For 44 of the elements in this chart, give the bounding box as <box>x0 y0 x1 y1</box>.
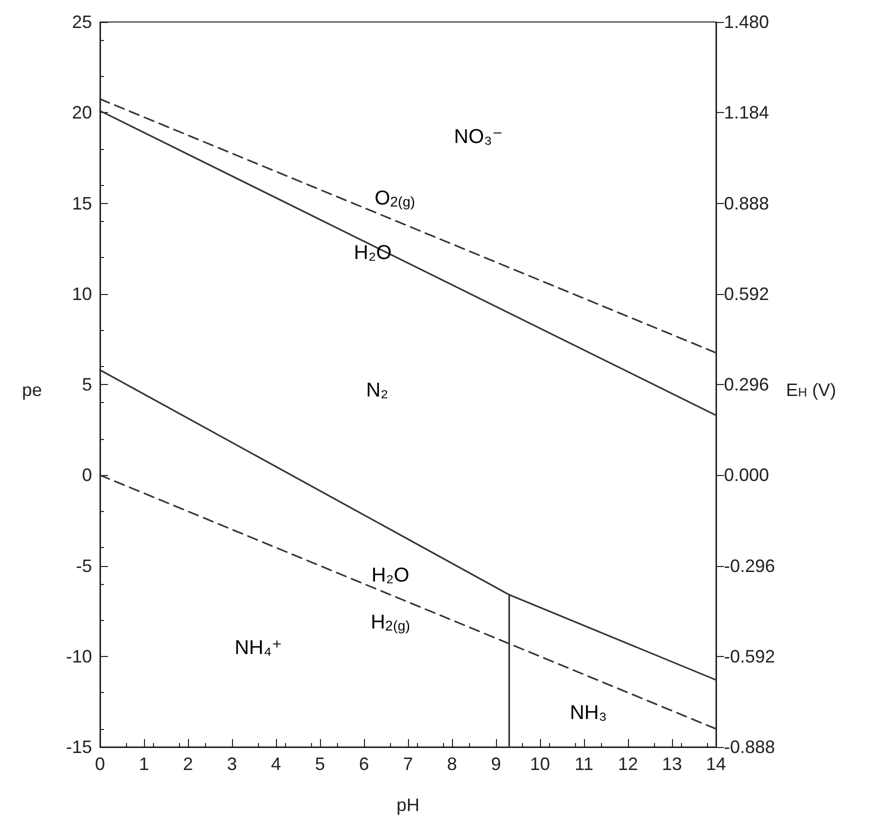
x-tick-label: 11 <box>574 754 594 774</box>
y2-tick-label: 1.184 <box>724 102 770 123</box>
y2-tick-label: -0.592 <box>724 646 776 666</box>
y2-tick-label: -0.888 <box>724 737 776 757</box>
annotation: O2(g) <box>374 187 416 210</box>
x-tick-label: 2 <box>182 754 194 774</box>
annotation: N₂ <box>366 380 388 402</box>
y2-tick-label: 0.592 <box>724 284 770 304</box>
y-tick-label: -5 <box>76 556 92 576</box>
y2-tick-label: 1.480 <box>724 12 770 32</box>
x-tick-label: 5 <box>314 754 326 774</box>
annotation: H₂O <box>372 564 410 586</box>
x-tick-label: 8 <box>446 754 458 774</box>
x-tick-label: 13 <box>662 754 682 774</box>
y2-tick-label: 0.888 <box>724 193 770 214</box>
y2-tick-label: 0.000 <box>724 465 770 486</box>
x-tick-label: 1 <box>138 754 150 774</box>
y-tick-label: 10 <box>72 284 92 304</box>
y-tick-label: 5 <box>82 374 92 394</box>
x-axis-title: pH <box>396 794 420 815</box>
annotation: H2(g) <box>370 612 410 634</box>
annotation: NO₃⁻ <box>454 126 503 148</box>
x-tick-label: 9 <box>490 754 502 774</box>
annotation: NH₄⁺ <box>234 636 282 659</box>
x-tick-label: 0 <box>94 754 106 774</box>
x-tick-label: 14 <box>706 754 726 774</box>
y2-tick-label: 0.296 <box>724 374 770 394</box>
y2-tick-label: -0.296 <box>724 556 776 576</box>
y-tick-label: 20 <box>72 102 92 123</box>
x-tick-label: 3 <box>226 754 238 774</box>
y-tick-label: -10 <box>66 646 92 666</box>
x-tick-label: 7 <box>402 754 414 774</box>
x-tick-label: 4 <box>270 754 282 774</box>
y-tick-label: 15 <box>72 193 92 214</box>
y-axis-title: pe <box>22 380 42 400</box>
annotation: H₂O <box>354 242 392 264</box>
x-tick-label: 10 <box>530 754 550 774</box>
x-tick-label: 6 <box>358 754 370 774</box>
y2-axis-title: EH (V) <box>786 380 836 400</box>
y-tick-label: -15 <box>66 737 92 757</box>
y-tick-label: 0 <box>82 465 92 486</box>
y-tick-label: 25 <box>72 12 92 32</box>
annotation: NH₃ <box>570 702 607 724</box>
x-tick-label: 12 <box>618 754 638 774</box>
